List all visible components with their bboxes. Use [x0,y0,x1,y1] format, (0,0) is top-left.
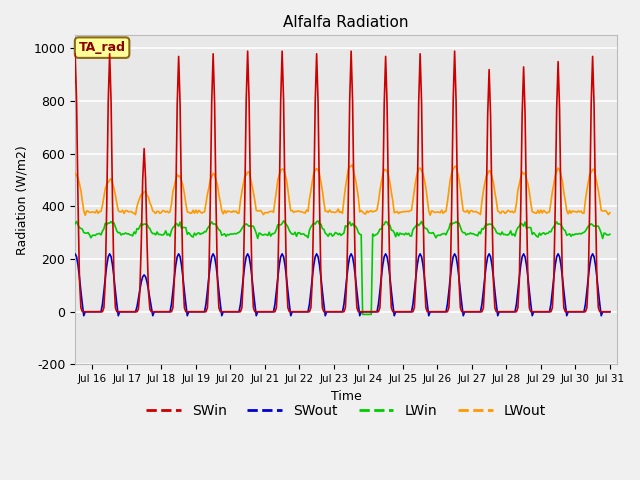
LWin [606,231,614,237]
LWin [424,227,431,232]
LWout [441,209,449,215]
SWout [441,309,449,315]
Line: SWout: SWout [58,254,610,316]
LWin [348,223,355,228]
LWout [67,181,75,187]
SWout [71,251,79,257]
LWin [441,230,449,236]
Text: TA_rad: TA_rad [79,41,125,54]
SWout [606,309,614,315]
Title: Alfalfa Radiation: Alfalfa Radiation [284,15,409,30]
SWout [54,309,61,315]
LWout [81,212,89,218]
LWin [283,222,291,228]
Line: LWin: LWin [58,221,610,314]
Y-axis label: Radiation (W/m2): Radiation (W/m2) [15,145,28,255]
SWin [439,309,447,315]
SWin [348,48,355,54]
SWin [54,309,61,315]
LWout [606,210,614,216]
LWin [54,232,61,238]
LWout [424,196,431,202]
LWout [348,164,355,169]
SWin [606,309,614,315]
SWin [244,48,252,54]
SWout [67,275,75,280]
LWout [283,177,291,182]
SWout [106,251,113,257]
SWout [424,301,431,307]
X-axis label: Time: Time [331,390,362,403]
LWout [349,162,356,168]
Line: SWin: SWin [58,51,610,312]
SWin [67,276,75,282]
LWin [67,223,75,229]
SWin [283,276,291,282]
LWin [280,218,287,224]
SWout [284,288,292,294]
LWout [54,207,61,213]
LWout [104,179,112,185]
SWout [349,254,356,260]
LWin [103,222,111,228]
Legend: SWin, SWout, LWin, LWout: SWin, SWout, LWin, LWout [140,398,552,423]
SWout [80,313,88,319]
Line: LWout: LWout [58,165,610,215]
SWin [422,305,429,311]
SWin [103,200,111,206]
LWin [359,312,367,317]
